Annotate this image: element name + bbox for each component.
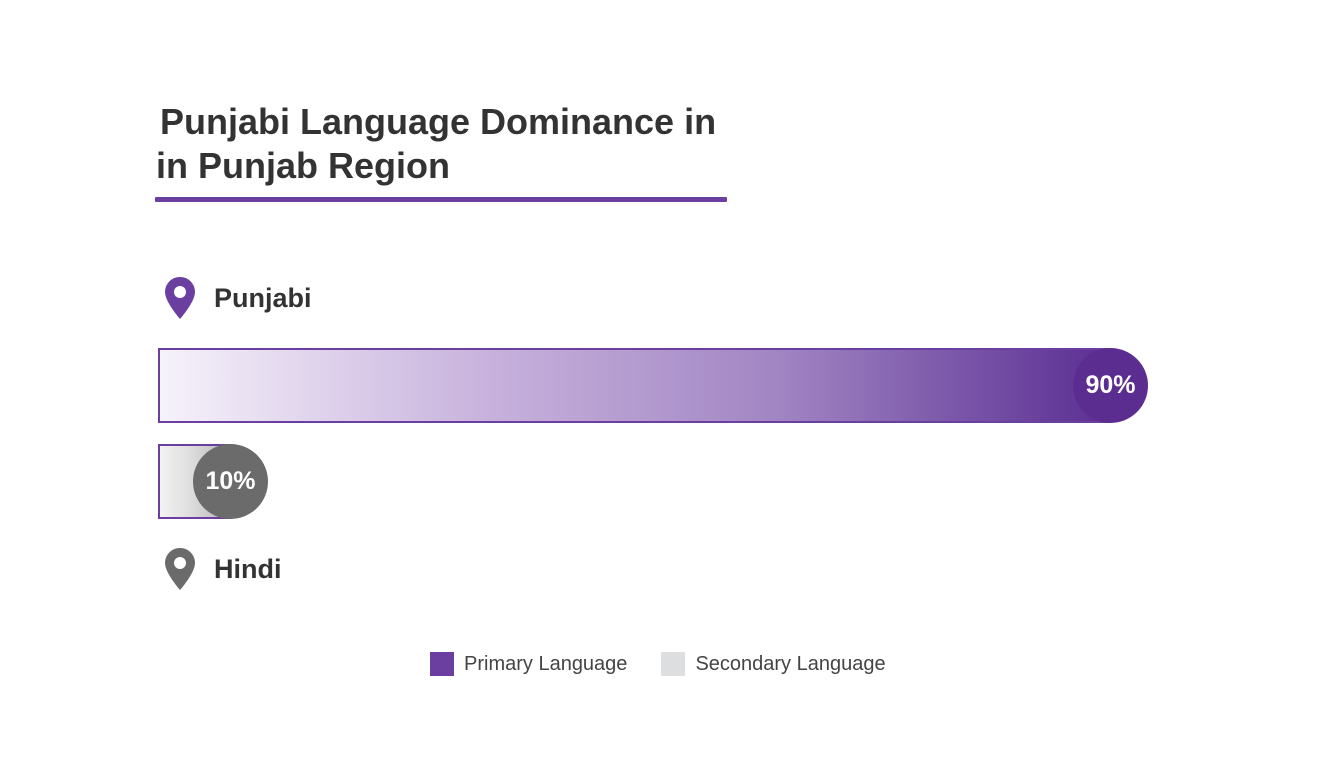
bar-punjabi	[158, 348, 1111, 423]
chart-legend: Primary Language Secondary Language	[430, 652, 920, 676]
legend-swatch-secondary	[661, 652, 686, 676]
bar-row-hindi: 10%	[158, 444, 268, 519]
legend-item-secondary: Secondary Language	[661, 652, 886, 676]
location-pin-icon	[165, 548, 195, 590]
title-underline	[155, 197, 727, 202]
category-text: Punjabi	[214, 282, 312, 313]
legend-label-primary: Primary Language	[464, 652, 628, 675]
category-label-hindi: Hindi	[164, 547, 282, 591]
bar-value-label-hindi: 10%	[193, 444, 268, 519]
chart-title-line-1: Punjabi Language Dominance in	[160, 101, 717, 142]
bar-row-punjabi: 90%	[158, 348, 1148, 423]
category-text: Hindi	[214, 553, 282, 584]
legend-swatch-primary	[430, 652, 454, 676]
legend-label-secondary: Secondary Language	[695, 652, 886, 675]
location-pin-icon	[165, 277, 195, 319]
chart-title: Punjabi Language Dominance in in Punjab …	[156, 100, 728, 188]
category-label-punjabi: Punjabi	[164, 276, 312, 320]
bar-value-label-punjabi: 90%	[1073, 348, 1148, 423]
chart-title-line-2: in Punjab Region	[156, 145, 450, 186]
legend-item-primary: Primary Language	[430, 652, 627, 676]
